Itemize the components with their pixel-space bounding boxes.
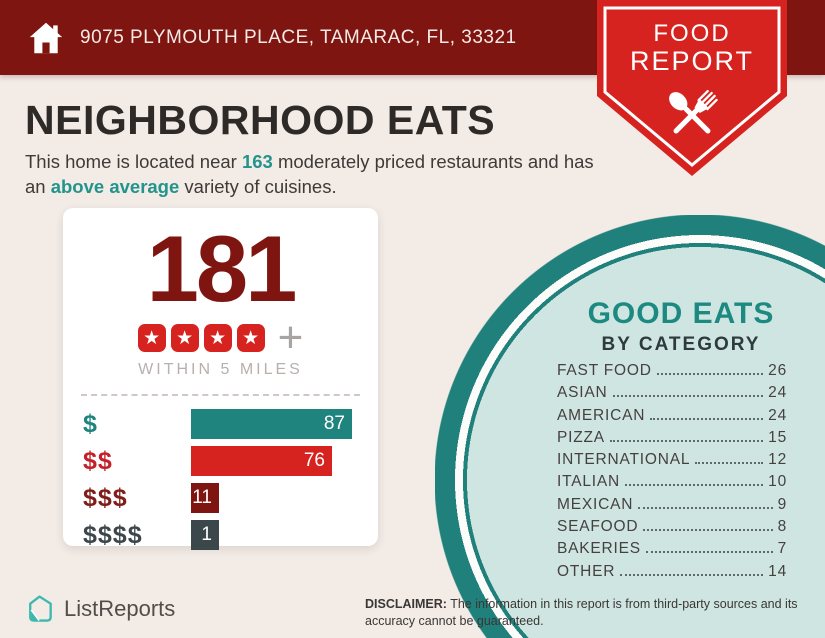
disclaimer: DISCLAIMER: The information in this repo… (365, 596, 817, 630)
category-count: 8 (777, 518, 787, 536)
brand-name: ListReports (64, 596, 176, 621)
radius-caption: WITHIN 5 MILES (138, 361, 303, 379)
category-row: OTHER 14 (557, 563, 787, 585)
restaurant-count: 163 (241, 151, 273, 172)
category-list: FAST FOOD 26 ASIAN 24 AMERICAN 24 PIZZA 15 INTER… (557, 362, 787, 585)
category-row: INTERNATIONAL 12 (557, 451, 787, 473)
category-name: ASIAN (557, 384, 608, 402)
price-bar: 1 (191, 520, 219, 551)
page-title: NEIGHBORHOOD EATS (25, 97, 496, 143)
total-restaurants: 181 (146, 216, 298, 321)
price-bar-value: 11 (192, 487, 212, 509)
category-name: AMERICAN (557, 406, 646, 424)
category-row: AMERICAN 24 (557, 407, 787, 429)
category-name: OTHER (557, 562, 616, 580)
dotted-leader (625, 484, 764, 487)
category-name: SEAFOOD (557, 518, 639, 536)
category-name: BAKERIES (557, 540, 641, 558)
price-bar: 11 (191, 483, 219, 514)
stats-card: 181 ★ ★ ★ ★ + WITHIN 5 MILES $87 $$ 76 $$$ 11 $$$… (63, 208, 378, 551)
category-count: 10 (768, 473, 787, 491)
ribbon-shape (597, 0, 787, 176)
dashed-divider (81, 394, 360, 397)
category-count: 7 (777, 540, 787, 558)
category-circle: GOOD EATS BY CATEGORY FAST FOOD 26 ASIAN 24… (435, 215, 825, 638)
price-tier-label: $$ (83, 446, 113, 475)
price-bar: 76 (191, 446, 332, 477)
circle-heading: GOOD EATS BY CATEGORY (553, 297, 809, 356)
food-report-badge: FOOD REPORT (597, 0, 787, 178)
category-row: ITALIAN 10 (557, 473, 787, 495)
category-row: PIZZA 15 (557, 429, 787, 451)
price-tier-label: $ (83, 409, 98, 438)
plus-icon: + (277, 312, 304, 362)
price-bar-row: $$$ 11 (83, 483, 378, 514)
dotted-leader (645, 551, 773, 554)
badge-title-line2: REPORT (629, 46, 755, 77)
star-icon: ★ (203, 324, 232, 353)
summary-pre: This home is located near (25, 151, 242, 172)
home-icon (29, 22, 63, 53)
dotted-leader (643, 529, 773, 532)
price-bar-row: $$$$ 1 (83, 520, 378, 551)
disclaimer-label: DISCLAIMER: (365, 597, 447, 611)
listreports-logo-icon (29, 595, 52, 622)
category-name: PIZZA (557, 428, 605, 446)
disclaimer-text: The information in this report is from t… (365, 597, 798, 628)
good-eats-title: GOOD EATS (587, 297, 775, 330)
star-icon: ★ (236, 324, 265, 353)
price-bar-value: 1 (201, 524, 212, 546)
listreports-brand: ListReports (24, 593, 175, 625)
dotted-leader (650, 417, 764, 420)
badge-content: FOOD REPORT (597, 0, 787, 178)
dotted-leader (620, 573, 764, 576)
star-rating: ★ ★ ★ ★ + (63, 312, 378, 362)
star-icon: ★ (170, 324, 199, 353)
price-bar-chart: $87 $$ 76 $$$ 11 $$$$ 1 (63, 409, 378, 551)
summary-post: variety of cuisines. (179, 175, 337, 197)
price-bar-value: 76 (303, 450, 325, 472)
summary-mid: moderately priced restaurants and has an (25, 151, 594, 197)
dotted-leader (695, 462, 764, 465)
price-tier-label: $$$ (83, 483, 128, 512)
property-address: 9075 PLYMOUTH PLACE, TAMARAC, FL, 33321 (80, 26, 517, 48)
star-icon: ★ (137, 324, 166, 353)
category-row: SEAFOOD 8 (557, 518, 787, 540)
category-count: 24 (768, 406, 787, 424)
summary-text: This home is located near 163 moderately… (25, 150, 605, 200)
category-name: MEXICAN (557, 495, 634, 513)
category-count: 14 (768, 562, 787, 580)
price-bar-value: 87 (323, 413, 345, 435)
category-row: FAST FOOD 26 (557, 362, 787, 384)
category-row: ASIAN 24 (557, 384, 787, 406)
dotted-leader (638, 506, 773, 509)
dotted-leader (612, 395, 764, 398)
badge-title-line1: FOOD (653, 20, 731, 47)
category-count: 9 (777, 495, 787, 513)
category-name: INTERNATIONAL (557, 451, 691, 469)
variety-rating: above average (50, 175, 180, 197)
dotted-leader (656, 373, 764, 375)
category-row: BAKERIES 7 (557, 540, 787, 562)
category-count: 12 (768, 451, 787, 469)
dotted-leader (609, 439, 764, 442)
category-count: 26 (768, 362, 787, 379)
price-bar-row: $$ 76 (83, 446, 378, 477)
category-name: FAST FOOD (557, 362, 652, 379)
crossed-utensils-icon (669, 89, 718, 134)
category-name: ITALIAN (557, 473, 621, 491)
price-bar: 87 (191, 409, 352, 440)
by-category-subtitle: BY CATEGORY (601, 334, 761, 355)
price-bar-row: $87 (83, 409, 378, 440)
price-tier-label: $$$$ (83, 520, 143, 549)
category-count: 15 (768, 428, 787, 446)
category-row: MEXICAN 9 (557, 496, 787, 518)
category-count: 24 (768, 384, 787, 402)
